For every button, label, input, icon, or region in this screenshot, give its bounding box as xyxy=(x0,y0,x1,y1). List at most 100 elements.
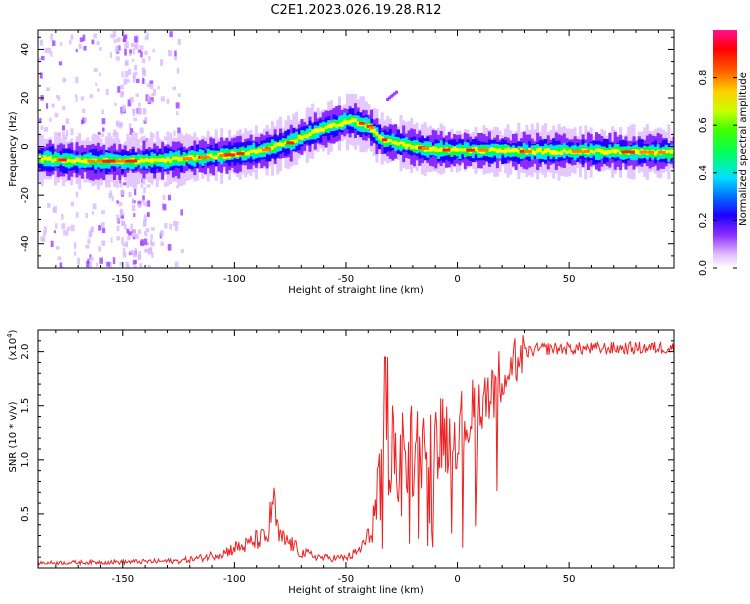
noise-dot xyxy=(123,224,127,230)
ridge-cell xyxy=(321,128,325,132)
ridge-cell xyxy=(509,148,513,153)
noise-dot xyxy=(127,68,132,76)
x-tick-label: 0 xyxy=(454,274,460,285)
noise-dot xyxy=(142,195,145,201)
ridge-cell xyxy=(546,148,550,153)
noise-dot xyxy=(142,67,145,74)
noise-dot xyxy=(57,132,62,138)
noise-dot xyxy=(123,182,127,186)
ridge-cell xyxy=(453,146,457,152)
ridge-cell xyxy=(517,149,521,154)
noise-dot xyxy=(45,103,49,109)
noise-dot xyxy=(54,112,59,118)
y-tick-label: 20 xyxy=(20,92,31,105)
noise-dot xyxy=(119,261,123,266)
ridge-cell xyxy=(270,146,274,150)
noise-dot xyxy=(152,133,155,138)
colorbar-tick-label: 0.6 xyxy=(698,117,709,133)
ridge-hotspot xyxy=(421,146,427,150)
noise-dot xyxy=(132,72,136,79)
noise-dot xyxy=(61,223,66,230)
noise-dot xyxy=(167,194,172,201)
ridge-hotspot xyxy=(182,157,193,161)
noise-dot xyxy=(89,94,94,99)
ridge-cell xyxy=(667,149,671,153)
ridge-hotspot xyxy=(122,159,130,163)
noise-dot xyxy=(135,93,140,97)
colorbar-tick-label: 0.4 xyxy=(698,165,709,181)
ridge-cell xyxy=(431,146,435,152)
noise-dot xyxy=(142,108,147,115)
ridge-tail xyxy=(395,90,399,94)
noise-dot xyxy=(112,257,116,265)
noise-dot xyxy=(50,240,54,248)
ridge-cell xyxy=(284,141,288,145)
ridge-cell xyxy=(43,155,47,161)
ridge-cell xyxy=(552,149,556,155)
noise-dot xyxy=(175,111,179,116)
noise-dot xyxy=(95,262,99,267)
ridge-cell xyxy=(54,158,58,162)
ridge-cell xyxy=(279,142,283,147)
ridge-cell xyxy=(597,147,601,158)
noise-dot xyxy=(116,267,120,268)
noise-dot xyxy=(119,178,122,184)
noise-dot xyxy=(93,33,97,39)
noise-dot xyxy=(143,201,148,206)
noise-dot xyxy=(149,80,154,84)
noise-dot xyxy=(123,78,128,85)
ridge-cell xyxy=(308,132,312,136)
noise-dot xyxy=(129,249,134,255)
noise-dot xyxy=(87,238,91,244)
noise-dot xyxy=(149,132,153,139)
ridge-cell xyxy=(51,158,55,163)
ridge-cell xyxy=(38,156,41,164)
noise-dot xyxy=(129,49,133,55)
ridge-hotspot xyxy=(358,121,365,125)
noise-dot xyxy=(97,131,101,135)
ridge-cell xyxy=(246,151,250,156)
noise-dot xyxy=(144,231,147,235)
noise-dot xyxy=(50,33,53,41)
noise-dot xyxy=(144,233,148,237)
noise-dot xyxy=(59,262,63,268)
ridge-cell xyxy=(611,149,615,153)
noise-dot xyxy=(180,249,184,254)
ridge-cell xyxy=(311,129,315,134)
noise-dot xyxy=(167,243,172,251)
ridge-hotspot xyxy=(647,150,655,154)
ridge-cell xyxy=(568,149,572,154)
noise-dot xyxy=(90,228,93,236)
ridge-cell xyxy=(536,147,540,153)
noise-dot xyxy=(125,59,129,65)
noise-dot xyxy=(124,43,128,49)
noise-dot xyxy=(141,58,146,64)
noise-dot xyxy=(52,40,56,46)
y-tick-label: 1.5 xyxy=(20,398,31,414)
noise-dot xyxy=(132,236,136,240)
ridge-cell xyxy=(244,152,248,156)
ridge-cell xyxy=(437,148,441,152)
noise-dot xyxy=(177,127,181,134)
noise-dot xyxy=(144,248,148,253)
noise-dot xyxy=(91,39,95,45)
noise-dot xyxy=(135,71,138,76)
noise-dot xyxy=(168,50,172,57)
noise-dot xyxy=(63,135,68,141)
noise-dot xyxy=(175,102,180,109)
snr-ticks: -150 -100 -50 0 50 0.5 1.0 1.5 2.0 xyxy=(20,330,674,585)
noise-dot xyxy=(55,246,60,250)
ridge-hotspot xyxy=(639,150,648,154)
ridge-cell xyxy=(209,153,213,158)
snr-scale-prefix: (x10 xyxy=(8,338,19,361)
ridge-cell xyxy=(549,150,553,155)
noise-dot xyxy=(144,35,148,41)
noise-dot xyxy=(169,132,173,138)
noise-dot xyxy=(174,55,177,60)
ridge-cell xyxy=(356,121,360,127)
ridge-cell xyxy=(667,148,671,159)
noise-dot xyxy=(114,102,117,107)
noise-dot xyxy=(87,258,90,264)
